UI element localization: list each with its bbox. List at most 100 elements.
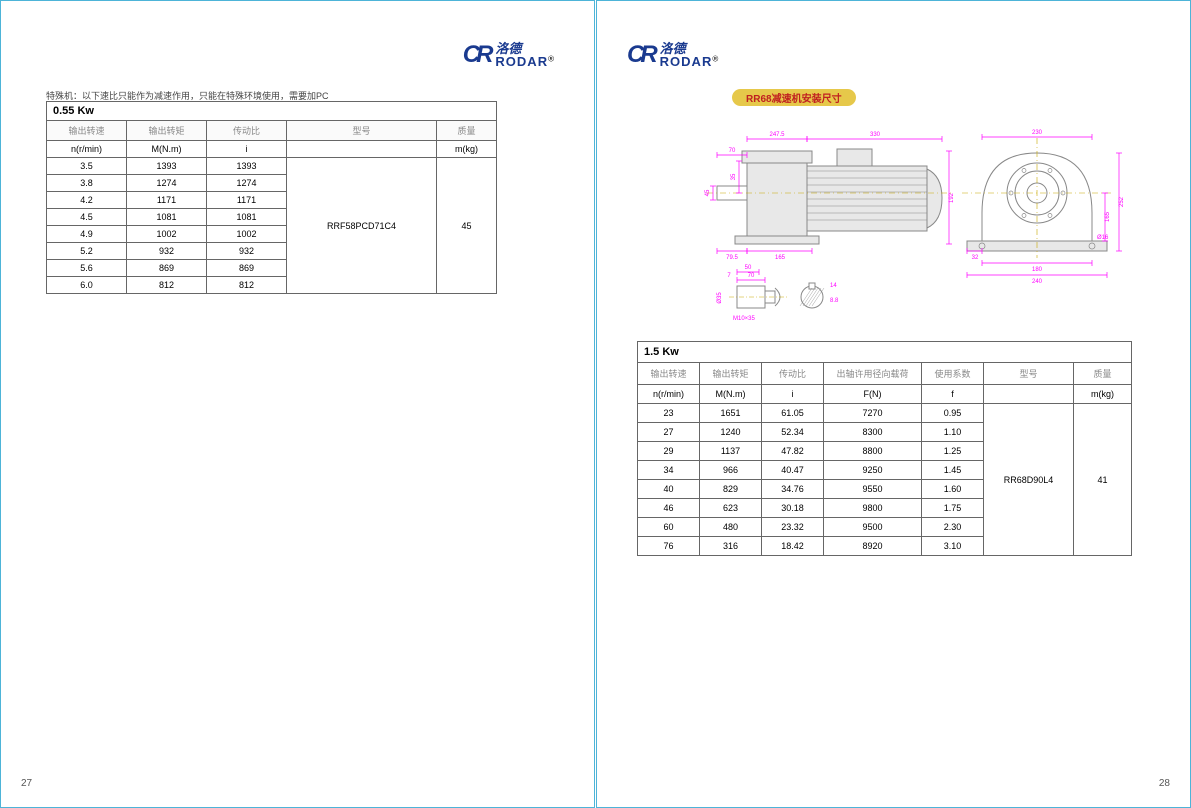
table-cell: 812 <box>207 277 287 294</box>
table-cell: 30.18 <box>762 499 824 518</box>
table-cell: 1.60 <box>922 480 984 499</box>
table-cell: 480 <box>700 518 762 537</box>
col-unit <box>287 141 437 158</box>
table-cell: 1.10 <box>922 423 984 442</box>
logo-reg-icon: ® <box>712 54 718 63</box>
col-header: 质量 <box>437 121 497 141</box>
col-header: 传动比 <box>207 121 287 141</box>
svg-text:32: 32 <box>972 255 979 261</box>
mass-cell: 45 <box>437 158 497 294</box>
table-cell: 1274 <box>127 175 207 192</box>
model-cell: RRF58PCD71C4 <box>287 158 437 294</box>
table-cell: 1240 <box>700 423 762 442</box>
col-unit <box>984 385 1074 404</box>
svg-text:247.5: 247.5 <box>769 132 785 138</box>
table-cell: 47.82 <box>762 442 824 461</box>
logo-en: RODAR <box>495 54 548 69</box>
section-title: RR68减速机安装尺寸 <box>732 89 856 106</box>
table-cell: 1171 <box>127 192 207 209</box>
table-cell: 1.45 <box>922 461 984 480</box>
table-cell: 316 <box>700 537 762 556</box>
table-cell: 812 <box>127 277 207 294</box>
table-cell: 40.47 <box>762 461 824 480</box>
table-cell: 869 <box>127 260 207 277</box>
table-cell: 1081 <box>207 209 287 226</box>
mass-cell: 41 <box>1074 404 1132 556</box>
col-header: 输出转速 <box>47 121 127 141</box>
col-header: 输出转速 <box>638 363 700 385</box>
table-cell: 3.10 <box>922 537 984 556</box>
table-cell: 5.6 <box>47 260 127 277</box>
col-header: 使用系数 <box>922 363 984 385</box>
svg-text:Ø35: Ø35 <box>717 292 723 304</box>
table-cell: 1274 <box>207 175 287 192</box>
table-cell: 8920 <box>824 537 922 556</box>
brand-logo: CR 洛德 RODAR® <box>627 41 718 69</box>
svg-text:8.8: 8.8 <box>830 298 839 304</box>
col-header: 传动比 <box>762 363 824 385</box>
table-cell: 966 <box>700 461 762 480</box>
table-cell: 829 <box>700 480 762 499</box>
table-cell: 9500 <box>824 518 922 537</box>
svg-text:240: 240 <box>1032 279 1043 285</box>
svg-text:165: 165 <box>775 255 786 261</box>
svg-text:M10×35: M10×35 <box>733 316 756 321</box>
svg-text:50: 50 <box>745 265 752 271</box>
col-unit: i <box>762 385 824 404</box>
table-cell: 61.05 <box>762 404 824 423</box>
table-cell: 1.75 <box>922 499 984 518</box>
table-cell: 4.2 <box>47 192 127 209</box>
table-cell: 1651 <box>700 404 762 423</box>
table-cell: 3.8 <box>47 175 127 192</box>
col-unit: m(kg) <box>437 141 497 158</box>
table-cell: 8300 <box>824 423 922 442</box>
table-cell: 18.42 <box>762 537 824 556</box>
svg-text:70: 70 <box>748 273 755 279</box>
table-cell: 40 <box>638 480 700 499</box>
table-cell: 3.5 <box>47 158 127 175</box>
col-unit: f <box>922 385 984 404</box>
table-cell: 1393 <box>127 158 207 175</box>
table-cell: 0.95 <box>922 404 984 423</box>
table-cell: 623 <box>700 499 762 518</box>
col-unit: M(N.m) <box>700 385 762 404</box>
svg-text:330: 330 <box>870 132 881 138</box>
table-cell: 7270 <box>824 404 922 423</box>
table-cell: 6.0 <box>47 277 127 294</box>
table-cell: 8800 <box>824 442 922 461</box>
col-unit: m(kg) <box>1074 385 1132 404</box>
col-unit: F(N) <box>824 385 922 404</box>
table-cell: 52.34 <box>762 423 824 442</box>
table-cell: 34.76 <box>762 480 824 499</box>
col-unit: n(r/min) <box>638 385 700 404</box>
table-cell: 60 <box>638 518 700 537</box>
svg-text:252: 252 <box>1119 196 1125 207</box>
svg-text:14: 14 <box>830 283 837 289</box>
table-cell: 9250 <box>824 461 922 480</box>
table-cell: 27 <box>638 423 700 442</box>
logo-reg-icon: ® <box>548 54 554 63</box>
table-cell: 4.5 <box>47 209 127 226</box>
page-number: 27 <box>21 778 32 789</box>
page-number: 28 <box>1159 778 1170 789</box>
table-cell: 2.30 <box>922 518 984 537</box>
svg-text:Ø16: Ø16 <box>1097 235 1109 241</box>
table-cell: 932 <box>207 243 287 260</box>
col-header: 出轴许用径向载荷 <box>824 363 922 385</box>
logo-en: RODAR <box>660 54 713 69</box>
kw-label: 0.55 Kw <box>47 102 497 121</box>
svg-text:79.5: 79.5 <box>726 255 738 261</box>
col-header: 输出转矩 <box>127 121 207 141</box>
svg-text:45: 45 <box>705 189 711 196</box>
table-cell: 29 <box>638 442 700 461</box>
table-cell: 1171 <box>207 192 287 209</box>
table-cell: 23 <box>638 404 700 423</box>
table-cell: 23.32 <box>762 518 824 537</box>
svg-text:230: 230 <box>1032 130 1043 136</box>
table-cell: 1393 <box>207 158 287 175</box>
table-cell: 1081 <box>127 209 207 226</box>
table-cell: 9550 <box>824 480 922 499</box>
table-cell: 76 <box>638 537 700 556</box>
col-header: 型号 <box>984 363 1074 385</box>
col-header: 质量 <box>1074 363 1132 385</box>
